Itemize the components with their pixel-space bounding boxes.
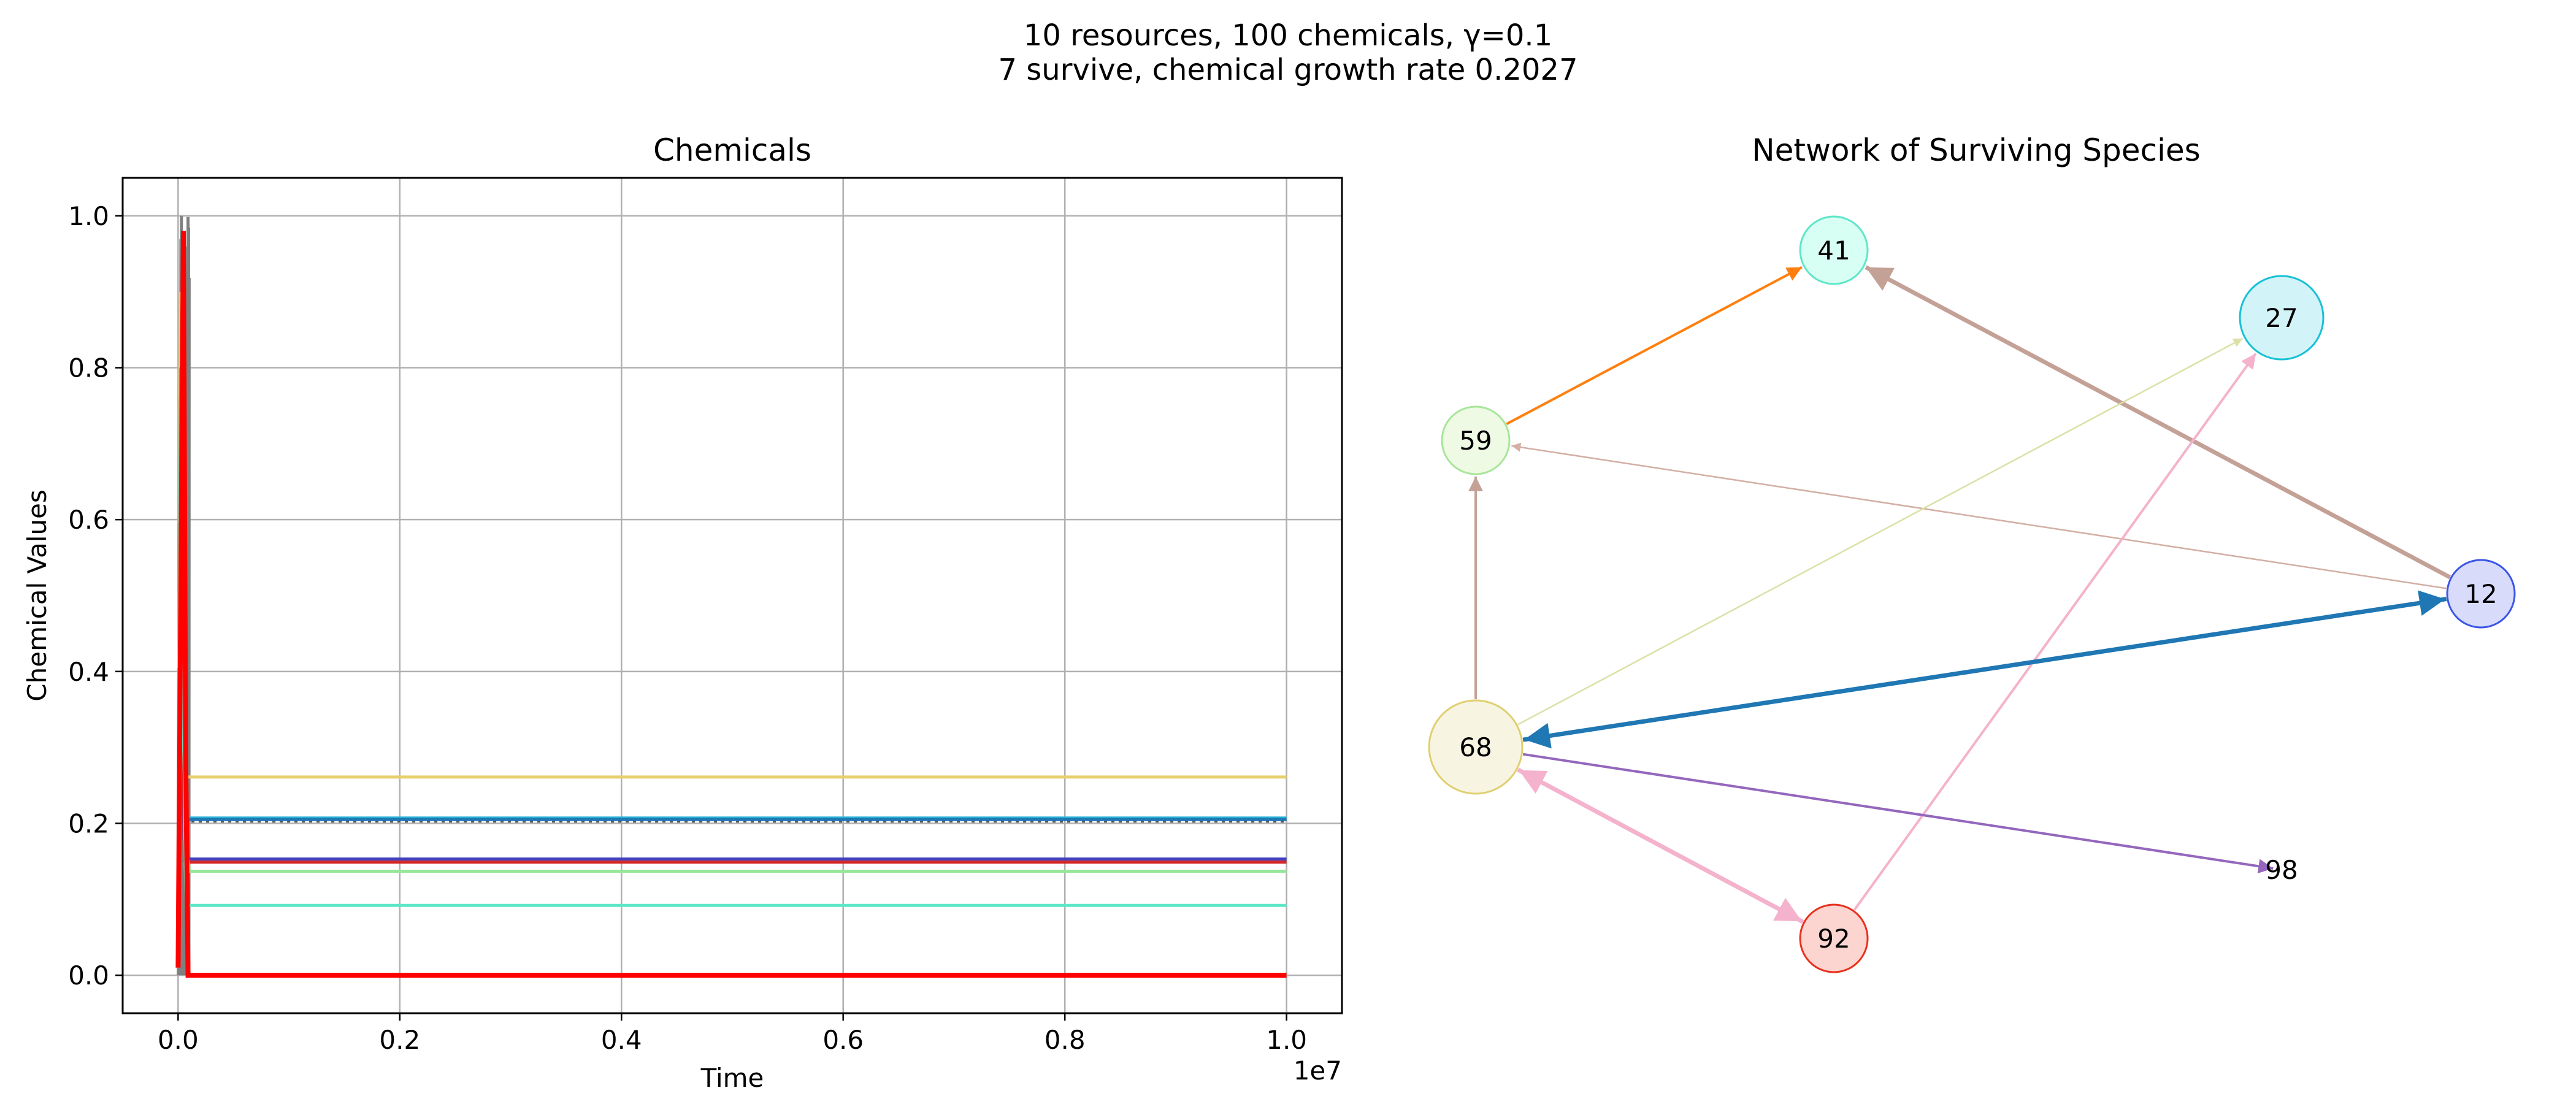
node-circle <box>1428 699 1524 795</box>
x-tick-label: 0.2 <box>379 1025 420 1055</box>
node-label: 59 <box>1459 426 1492 456</box>
chemical-series-line <box>176 519 1287 968</box>
x-axis-offset-label: 1e7 <box>1294 1056 1342 1086</box>
y-tick-label: 0.4 <box>68 657 109 687</box>
node-circle <box>2446 559 2516 629</box>
chemicals-line-chart: 0.0 0.2 0.4 0.6 0.8 1.0 0.0 0.2 0.4 0.6 0.8 1.0 Che… <box>22 132 1343 1093</box>
node-label: 27 <box>2265 303 2298 333</box>
network-title: Network of Surviving Species <box>1752 132 2200 168</box>
node-circle <box>1799 903 1869 973</box>
edge-92-to-27 <box>1853 353 2257 911</box>
edge-68-to-27 <box>1517 337 2244 726</box>
node-27: 27 <box>2239 275 2325 361</box>
node-59: 59 <box>1441 405 1511 475</box>
x-tick-label: 0.0 <box>158 1025 199 1055</box>
chart-ticks: 0.0 0.2 0.4 0.6 0.8 1.0 0.0 0.2 0.4 0.6 0.8 1.0 <box>68 201 1307 1055</box>
node-label: 98 <box>2265 855 2298 885</box>
chart-series-group <box>175 216 1287 978</box>
network-nodes: 41 27 59 12 68 92 98 <box>1428 215 2516 973</box>
chemical-series-line <box>176 595 1287 968</box>
chemical-series-line <box>176 443 1287 968</box>
node-label: 92 <box>1817 924 1850 954</box>
x-tick-label: 0.8 <box>1045 1025 1086 1055</box>
node-circle <box>1799 215 1869 285</box>
node-label: 41 <box>1817 236 1850 266</box>
edge-59-to-41 <box>1506 266 1803 426</box>
x-tick-label: 0.4 <box>601 1025 642 1055</box>
species-network-diagram: Network of Surviving Species 41 27 59 12 68 9… <box>1428 132 2516 973</box>
figure-suptitle-line1: 10 resources, 100 chemicals, γ=0.1 <box>1023 18 1553 53</box>
node-label: 68 <box>1459 732 1492 762</box>
chart-title: Chemicals <box>653 132 811 168</box>
y-tick-label: 0.0 <box>68 960 109 991</box>
y-tick-label: 0.6 <box>68 505 109 535</box>
chemical-series-line <box>176 291 1287 968</box>
node-92: 92 <box>1799 903 1869 973</box>
figure-suptitle-line2: 7 survive, chemical growth rate 0.2027 <box>998 53 1578 87</box>
chart-grid <box>123 178 1342 1013</box>
node-circle <box>1441 405 1511 475</box>
node-circle <box>2239 275 2325 361</box>
x-axis-label: Time <box>700 1063 764 1093</box>
y-tick-label: 1.0 <box>68 201 109 231</box>
node-41: 41 <box>1799 215 1869 285</box>
edge-12-to-68 <box>1524 597 2447 749</box>
chart-axes-frame <box>121 177 1343 1014</box>
chemical-series-line <box>175 231 1287 978</box>
x-tick-label: 0.6 <box>822 1025 864 1055</box>
y-tick-label: 0.8 <box>68 353 109 383</box>
x-tick-label: 1.0 <box>1266 1025 1307 1055</box>
edge-92-to-68 <box>1517 768 1804 924</box>
node-12: 12 <box>2446 559 2516 629</box>
edge-68-to-98 <box>1522 753 2274 874</box>
y-tick-label: 0.2 <box>68 808 109 838</box>
chemical-series-line <box>176 595 1287 968</box>
edge-12-to-59 <box>1511 442 2447 589</box>
node-label: 12 <box>2464 579 2497 609</box>
node-98: 98 <box>2265 855 2298 885</box>
network-edges <box>1468 265 2451 924</box>
edge-12-to-41 <box>1865 265 2451 580</box>
chemical-series-line <box>176 367 1287 968</box>
node-68: 68 <box>1428 699 1524 795</box>
y-axis-label: Chemical Values <box>22 489 52 701</box>
chemical-series-line <box>176 519 1287 968</box>
